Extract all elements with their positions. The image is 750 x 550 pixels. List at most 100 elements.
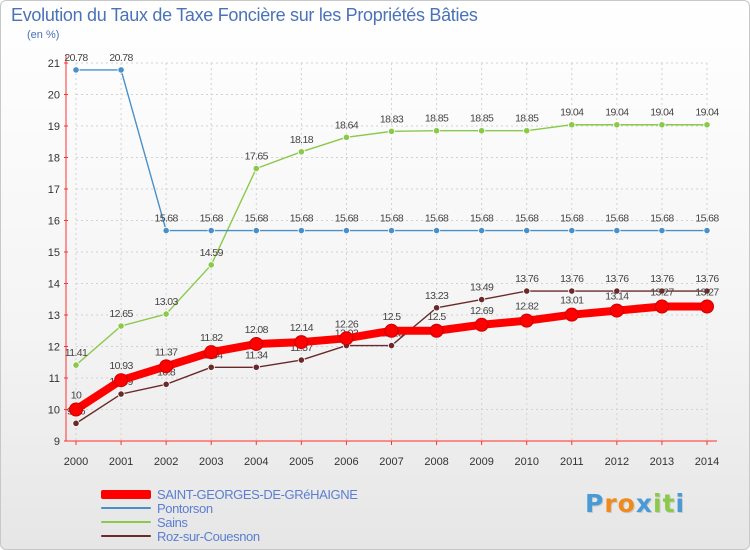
data-label: 12.65 [109, 308, 133, 320]
legend-swatch [101, 489, 151, 499]
legend-swatch [101, 507, 151, 509]
y-tick-label: 13 [48, 310, 60, 322]
data-label: 19.04 [605, 107, 629, 119]
data-point [117, 322, 125, 330]
data-label: 18.64 [335, 119, 359, 131]
logo-letter: r [604, 489, 618, 518]
data-label: 15.68 [470, 213, 494, 225]
data-point [613, 287, 621, 295]
legend-label: Sains [157, 514, 188, 530]
data-label: 19.04 [695, 107, 719, 119]
data-point [384, 323, 399, 338]
y-tick-label: 15 [48, 247, 60, 259]
data-point [207, 363, 215, 371]
x-tick-label: 2003 [199, 456, 223, 468]
data-point [162, 226, 170, 235]
data-label: 20.78 [109, 52, 133, 64]
data-point [294, 335, 309, 350]
data-point [159, 359, 174, 374]
y-tick-label: 18 [48, 153, 60, 165]
y-axis-unit-label: (en %) [27, 29, 60, 41]
y-tick-label: 9 [54, 436, 60, 448]
data-point [568, 287, 576, 295]
data-point [613, 121, 621, 129]
data-label: 19.04 [650, 107, 674, 119]
data-point [387, 341, 396, 350]
data-point [252, 226, 260, 235]
data-label: 13.49 [470, 282, 494, 294]
x-tick-label: 2005 [289, 456, 313, 468]
data-point [297, 148, 305, 156]
data-label: 14.59 [200, 247, 224, 259]
data-point [478, 295, 486, 304]
data-point [117, 66, 125, 74]
data-label: 13.14 [605, 291, 629, 303]
x-tick-label: 2014 [695, 456, 719, 468]
data-point [658, 226, 666, 235]
data-label: 11.82 [200, 332, 223, 344]
data-point [474, 317, 489, 332]
x-tick-label: 2011 [560, 456, 584, 468]
data-point [69, 402, 83, 417]
logo-letter: P [585, 489, 605, 518]
data-point [523, 226, 531, 235]
data-label: 18.85 [470, 113, 494, 125]
data-point [117, 390, 125, 398]
chart-title: Evolution du Taux de Taxe Foncière sur l… [11, 5, 478, 25]
chart-legend: SAINT-GEORGES-DE-GRéHAIGNE Pontorson Sains… [101, 486, 358, 544]
data-label: 15.68 [425, 213, 449, 225]
data-point [207, 261, 215, 269]
data-point [342, 226, 351, 235]
data-label: 12.5 [382, 311, 401, 323]
legend-item: Sains [101, 514, 358, 530]
x-tick-label: 2013 [650, 456, 674, 468]
data-point [568, 121, 576, 129]
data-label: 15.68 [650, 213, 674, 225]
legend-label: Pontorson [157, 500, 213, 516]
data-point [342, 133, 351, 141]
data-label: 19.04 [560, 107, 584, 119]
data-label: 11.37 [155, 346, 178, 358]
data-point [162, 310, 170, 318]
data-point [72, 419, 80, 427]
y-tick-label: 20 [48, 90, 60, 102]
proxiti-logo: Proxiti [585, 489, 685, 518]
data-label: 13.27 [695, 286, 719, 298]
data-label: 11.41 [65, 347, 88, 359]
x-tick-label: 2009 [469, 456, 493, 468]
data-label: 12.14 [290, 322, 314, 334]
data-point [658, 287, 666, 295]
data-point [162, 380, 170, 388]
logo-letter: i [675, 489, 686, 518]
y-tick-label: 10 [48, 405, 60, 417]
data-label: 13.27 [650, 286, 674, 298]
y-tick-label: 17 [48, 184, 60, 196]
data-point [654, 299, 669, 314]
data-label: 15.68 [695, 213, 719, 225]
data-label: 15.68 [515, 213, 539, 225]
data-point [249, 336, 264, 351]
data-point [564, 307, 579, 322]
data-point [204, 345, 219, 360]
data-point [519, 313, 534, 328]
legend-item: Roz-sur-Couesnon [101, 528, 358, 544]
data-label: 13.76 [515, 273, 539, 285]
data-point [252, 363, 260, 371]
data-label: 10 [71, 390, 82, 402]
data-label: 13.23 [425, 290, 449, 302]
data-point [432, 304, 441, 312]
data-label: 13.01 [560, 295, 584, 307]
data-point [658, 121, 666, 129]
data-point [523, 287, 531, 295]
data-point [339, 331, 354, 346]
legend-label: Roz-sur-Couesnon [157, 528, 260, 544]
data-point [297, 356, 305, 364]
data-label: 17.65 [245, 151, 269, 163]
logo-letter: t [662, 489, 676, 518]
data-label: 18.85 [425, 113, 449, 125]
legend-label: SAINT-GEORGES-DE-GRéHAIGNE [157, 486, 358, 502]
data-label: 12.26 [335, 318, 359, 330]
x-tick-label: 2000 [64, 456, 88, 468]
